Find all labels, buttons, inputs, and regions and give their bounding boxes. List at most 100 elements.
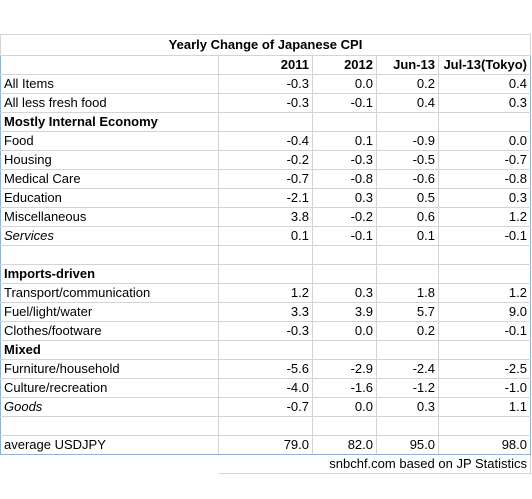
value-cell: -0.9 bbox=[376, 130, 439, 151]
row-label: All less fresh food bbox=[0, 92, 219, 113]
value-cell: 95.0 bbox=[376, 434, 439, 455]
value-cell bbox=[376, 111, 439, 132]
row-label: Mixed bbox=[0, 339, 219, 360]
value-cell: 1.1 bbox=[438, 396, 531, 417]
value-cell bbox=[312, 244, 377, 265]
row-label bbox=[0, 415, 219, 436]
data-rows: All Items -0.3 0.0 0.2 0.4 All less fresh foo… bbox=[0, 73, 531, 455]
value-cell bbox=[312, 111, 377, 132]
value-cell: -1.6 bbox=[312, 377, 377, 398]
table-title: Yearly Change of Japanese CPI bbox=[0, 33, 531, 56]
row-label: Services bbox=[0, 225, 219, 246]
value-cell: -0.1 bbox=[438, 225, 531, 246]
value-cell: 79.0 bbox=[218, 434, 313, 455]
value-cell: 3.3 bbox=[218, 301, 313, 322]
row-label: Fuel/light/water bbox=[0, 301, 219, 322]
value-cell: 82.0 bbox=[312, 434, 377, 455]
value-cell bbox=[312, 415, 377, 436]
row-label bbox=[0, 244, 219, 265]
value-cell: -0.7 bbox=[218, 396, 313, 417]
header-label-cell bbox=[0, 54, 219, 75]
row-label: Housing bbox=[0, 149, 219, 170]
value-cell: 0.3 bbox=[312, 282, 377, 303]
value-cell: 0.1 bbox=[376, 225, 439, 246]
value-cell: -0.1 bbox=[438, 320, 531, 341]
value-cell bbox=[218, 111, 313, 132]
row-label: All Items bbox=[0, 73, 219, 94]
value-cell: -5.6 bbox=[218, 358, 313, 379]
table-row: Culture/recreation -4.0 -1.6 -1.2 -1.0 bbox=[0, 377, 531, 398]
value-cell bbox=[376, 263, 439, 284]
row-label: Mostly Internal Economy bbox=[0, 111, 219, 132]
row-label: Goods bbox=[0, 396, 219, 417]
row-label: Education bbox=[0, 187, 219, 208]
value-cell: -1.2 bbox=[376, 377, 439, 398]
value-cell: 0.1 bbox=[312, 130, 377, 151]
value-cell: -0.8 bbox=[312, 168, 377, 189]
column-header-2011: 2011 bbox=[218, 54, 313, 75]
blank-top-row bbox=[1, 0, 531, 34]
table-row: Fuel/light/water 3.3 3.9 5.7 9.0 bbox=[0, 301, 531, 322]
value-cell: 0.3 bbox=[438, 92, 531, 113]
table-row: All Items -0.3 0.0 0.2 0.4 bbox=[0, 73, 531, 94]
value-cell bbox=[376, 339, 439, 360]
value-cell: 0.0 bbox=[312, 396, 377, 417]
table-row: Services 0.1 -0.1 0.1 -0.1 bbox=[0, 225, 531, 246]
value-cell: 1.2 bbox=[438, 282, 531, 303]
value-cell: -0.2 bbox=[312, 206, 377, 227]
table-row: Food -0.4 0.1 -0.9 0.0 bbox=[0, 130, 531, 151]
value-cell: -0.3 bbox=[218, 320, 313, 341]
value-cell: 0.5 bbox=[376, 187, 439, 208]
source-note: snbchf.com based on JP Statistics bbox=[218, 453, 531, 474]
value-cell: 0.3 bbox=[312, 187, 377, 208]
table-row: Housing -0.2 -0.3 -0.5 -0.7 bbox=[0, 149, 531, 170]
value-cell bbox=[376, 244, 439, 265]
table-row: Furniture/household -5.6 -2.9 -2.4 -2.5 bbox=[0, 358, 531, 379]
value-cell: -0.6 bbox=[376, 168, 439, 189]
value-cell bbox=[218, 339, 313, 360]
value-cell: -1.0 bbox=[438, 377, 531, 398]
value-cell: 1.2 bbox=[438, 206, 531, 227]
value-cell bbox=[438, 415, 531, 436]
row-label: Imports-driven bbox=[0, 263, 219, 284]
value-cell: 3.9 bbox=[312, 301, 377, 322]
column-header-2012: 2012 bbox=[312, 54, 377, 75]
value-cell bbox=[218, 415, 313, 436]
value-cell: 0.2 bbox=[376, 320, 439, 341]
value-cell: 5.7 bbox=[376, 301, 439, 322]
value-cell bbox=[376, 415, 439, 436]
table-row: Imports-driven bbox=[0, 263, 531, 284]
table-row: All less fresh food -0.3 -0.1 0.4 0.3 bbox=[0, 92, 531, 113]
row-label: Furniture/household bbox=[0, 358, 219, 379]
value-cell bbox=[438, 339, 531, 360]
value-cell: 98.0 bbox=[438, 434, 531, 455]
value-cell: -0.3 bbox=[218, 92, 313, 113]
value-cell: 0.2 bbox=[376, 73, 439, 94]
row-label: Medical Care bbox=[0, 168, 219, 189]
title-row: Yearly Change of Japanese CPI bbox=[0, 33, 531, 56]
table-row: average USDJPY 79.0 82.0 95.0 98.0 bbox=[0, 434, 531, 455]
value-cell: -4.0 bbox=[218, 377, 313, 398]
value-cell: -0.1 bbox=[312, 225, 377, 246]
table-row: Mostly Internal Economy bbox=[0, 111, 531, 132]
value-cell: -2.5 bbox=[438, 358, 531, 379]
value-cell: 0.3 bbox=[438, 187, 531, 208]
value-cell bbox=[438, 244, 531, 265]
table-row: Miscellaneous 3.8 -0.2 0.6 1.2 bbox=[0, 206, 531, 227]
row-label: Transport/communication bbox=[0, 282, 219, 303]
source-row: snbchf.com based on JP Statistics bbox=[0, 453, 531, 474]
row-label: Clothes/footware bbox=[0, 320, 219, 341]
value-cell: -0.3 bbox=[312, 149, 377, 170]
value-cell: -0.7 bbox=[438, 149, 531, 170]
value-cell: 3.8 bbox=[218, 206, 313, 227]
value-cell bbox=[438, 111, 531, 132]
value-cell bbox=[312, 263, 377, 284]
value-cell: -0.4 bbox=[218, 130, 313, 151]
value-cell: 9.0 bbox=[438, 301, 531, 322]
row-label: Food bbox=[0, 130, 219, 151]
table-row bbox=[0, 244, 531, 265]
value-cell: 0.6 bbox=[376, 206, 439, 227]
value-cell: 1.8 bbox=[376, 282, 439, 303]
value-cell: 0.0 bbox=[312, 320, 377, 341]
